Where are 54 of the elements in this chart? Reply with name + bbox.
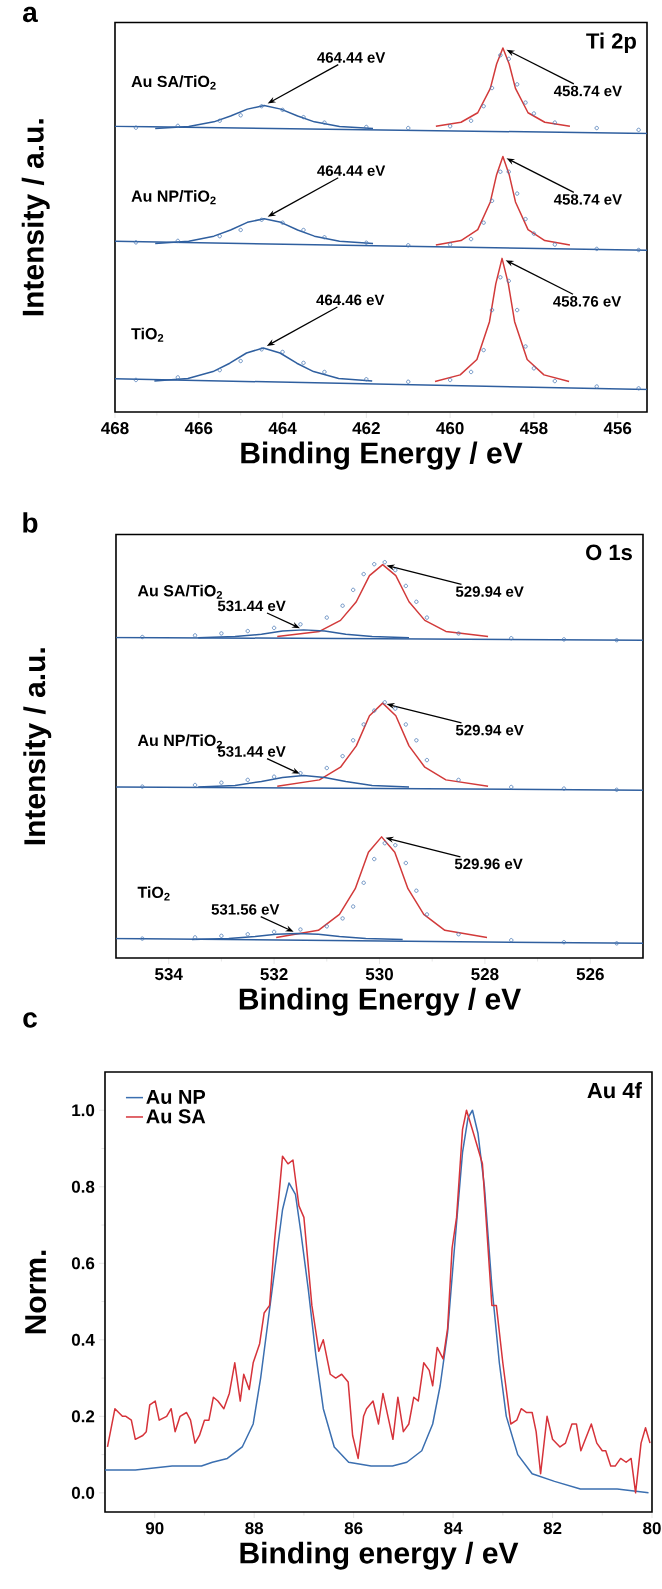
annotation: 458.74 eV <box>553 194 622 205</box>
annotation: 529.94 eV <box>455 724 524 736</box>
chart-title: Au 4f <box>587 1082 642 1099</box>
y-tick-label: 0.4 <box>71 1333 95 1346</box>
x-tick-label: 532 <box>260 968 288 981</box>
annotation: 458.74 eV <box>553 85 622 97</box>
x-tick-label: 466 <box>184 422 213 435</box>
annotation: 464.44 eV <box>317 52 386 63</box>
x-tick-label: 90 <box>145 1522 164 1535</box>
annotation: 531.56 eV <box>211 904 280 915</box>
text: b <box>23 512 38 533</box>
y-axis-title: Intensity / a.u. <box>21 119 50 316</box>
x-tick-label: 80 <box>643 1522 661 1535</box>
y-tick-label: 0.2 <box>71 1410 95 1423</box>
x-tick-label: 464 <box>268 422 297 435</box>
text: Au SA/TiO$_{2}$ <box>137 584 223 599</box>
annotation: 464.46 eV <box>316 294 385 306</box>
text: a <box>23 6 38 23</box>
x-tick-label: 88 <box>245 1522 264 1535</box>
y-tick-label: 1.0 <box>72 1104 95 1117</box>
x-tick-label: 462 <box>352 422 380 435</box>
series-label: Au SA/TiO$_{2}$ <box>131 75 216 90</box>
y-axis-title: Intensity / a.u. <box>23 648 52 845</box>
x-tick-label: 468 <box>101 422 129 435</box>
x-tick-label: 82 <box>543 1522 562 1535</box>
text: c <box>23 1012 37 1028</box>
chart-title: Ti 2p <box>586 32 636 54</box>
x-tick-label: 530 <box>365 968 393 981</box>
x-axis-title: Binding Energy / eV <box>239 987 521 1016</box>
chart-title: O 1s <box>586 544 632 561</box>
x-tick-label: 526 <box>576 968 604 981</box>
x-tick-label: 84 <box>444 1522 463 1535</box>
x-axis-title: Binding energy / eV <box>240 1541 519 1570</box>
x-tick-label: 528 <box>471 968 499 981</box>
y-tick-label: 0.0 <box>71 1486 95 1499</box>
x-tick-label: 534 <box>155 968 183 981</box>
legend-label: Au NP <box>146 1090 206 1104</box>
x-axis-title: Binding Energy / eV <box>241 441 523 470</box>
x-tick-label: 458 <box>519 422 548 435</box>
x-tick-label: 456 <box>603 422 632 435</box>
legend-label: Au SA <box>146 1109 206 1124</box>
annotation: 464.44 eV <box>317 165 386 176</box>
y-axis-title: Norm. <box>25 1250 47 1334</box>
x-tick-label: 460 <box>436 422 464 435</box>
y-tick-label: 0.6 <box>71 1257 95 1270</box>
annotation: 458.76 eV <box>553 296 622 307</box>
annotation: 529.94 eV <box>455 586 524 597</box>
text: TiO$_{2}$ <box>131 327 164 342</box>
text: TiO$_{2}$ <box>137 886 170 901</box>
series-label: Au NP/TiO$_{2}$ <box>131 190 216 205</box>
annotation: 531.44 eV <box>217 600 286 612</box>
annotation: 529.96 eV <box>454 858 523 870</box>
y-tick-label: 0.8 <box>71 1180 95 1193</box>
x-tick-label: 86 <box>344 1522 363 1535</box>
